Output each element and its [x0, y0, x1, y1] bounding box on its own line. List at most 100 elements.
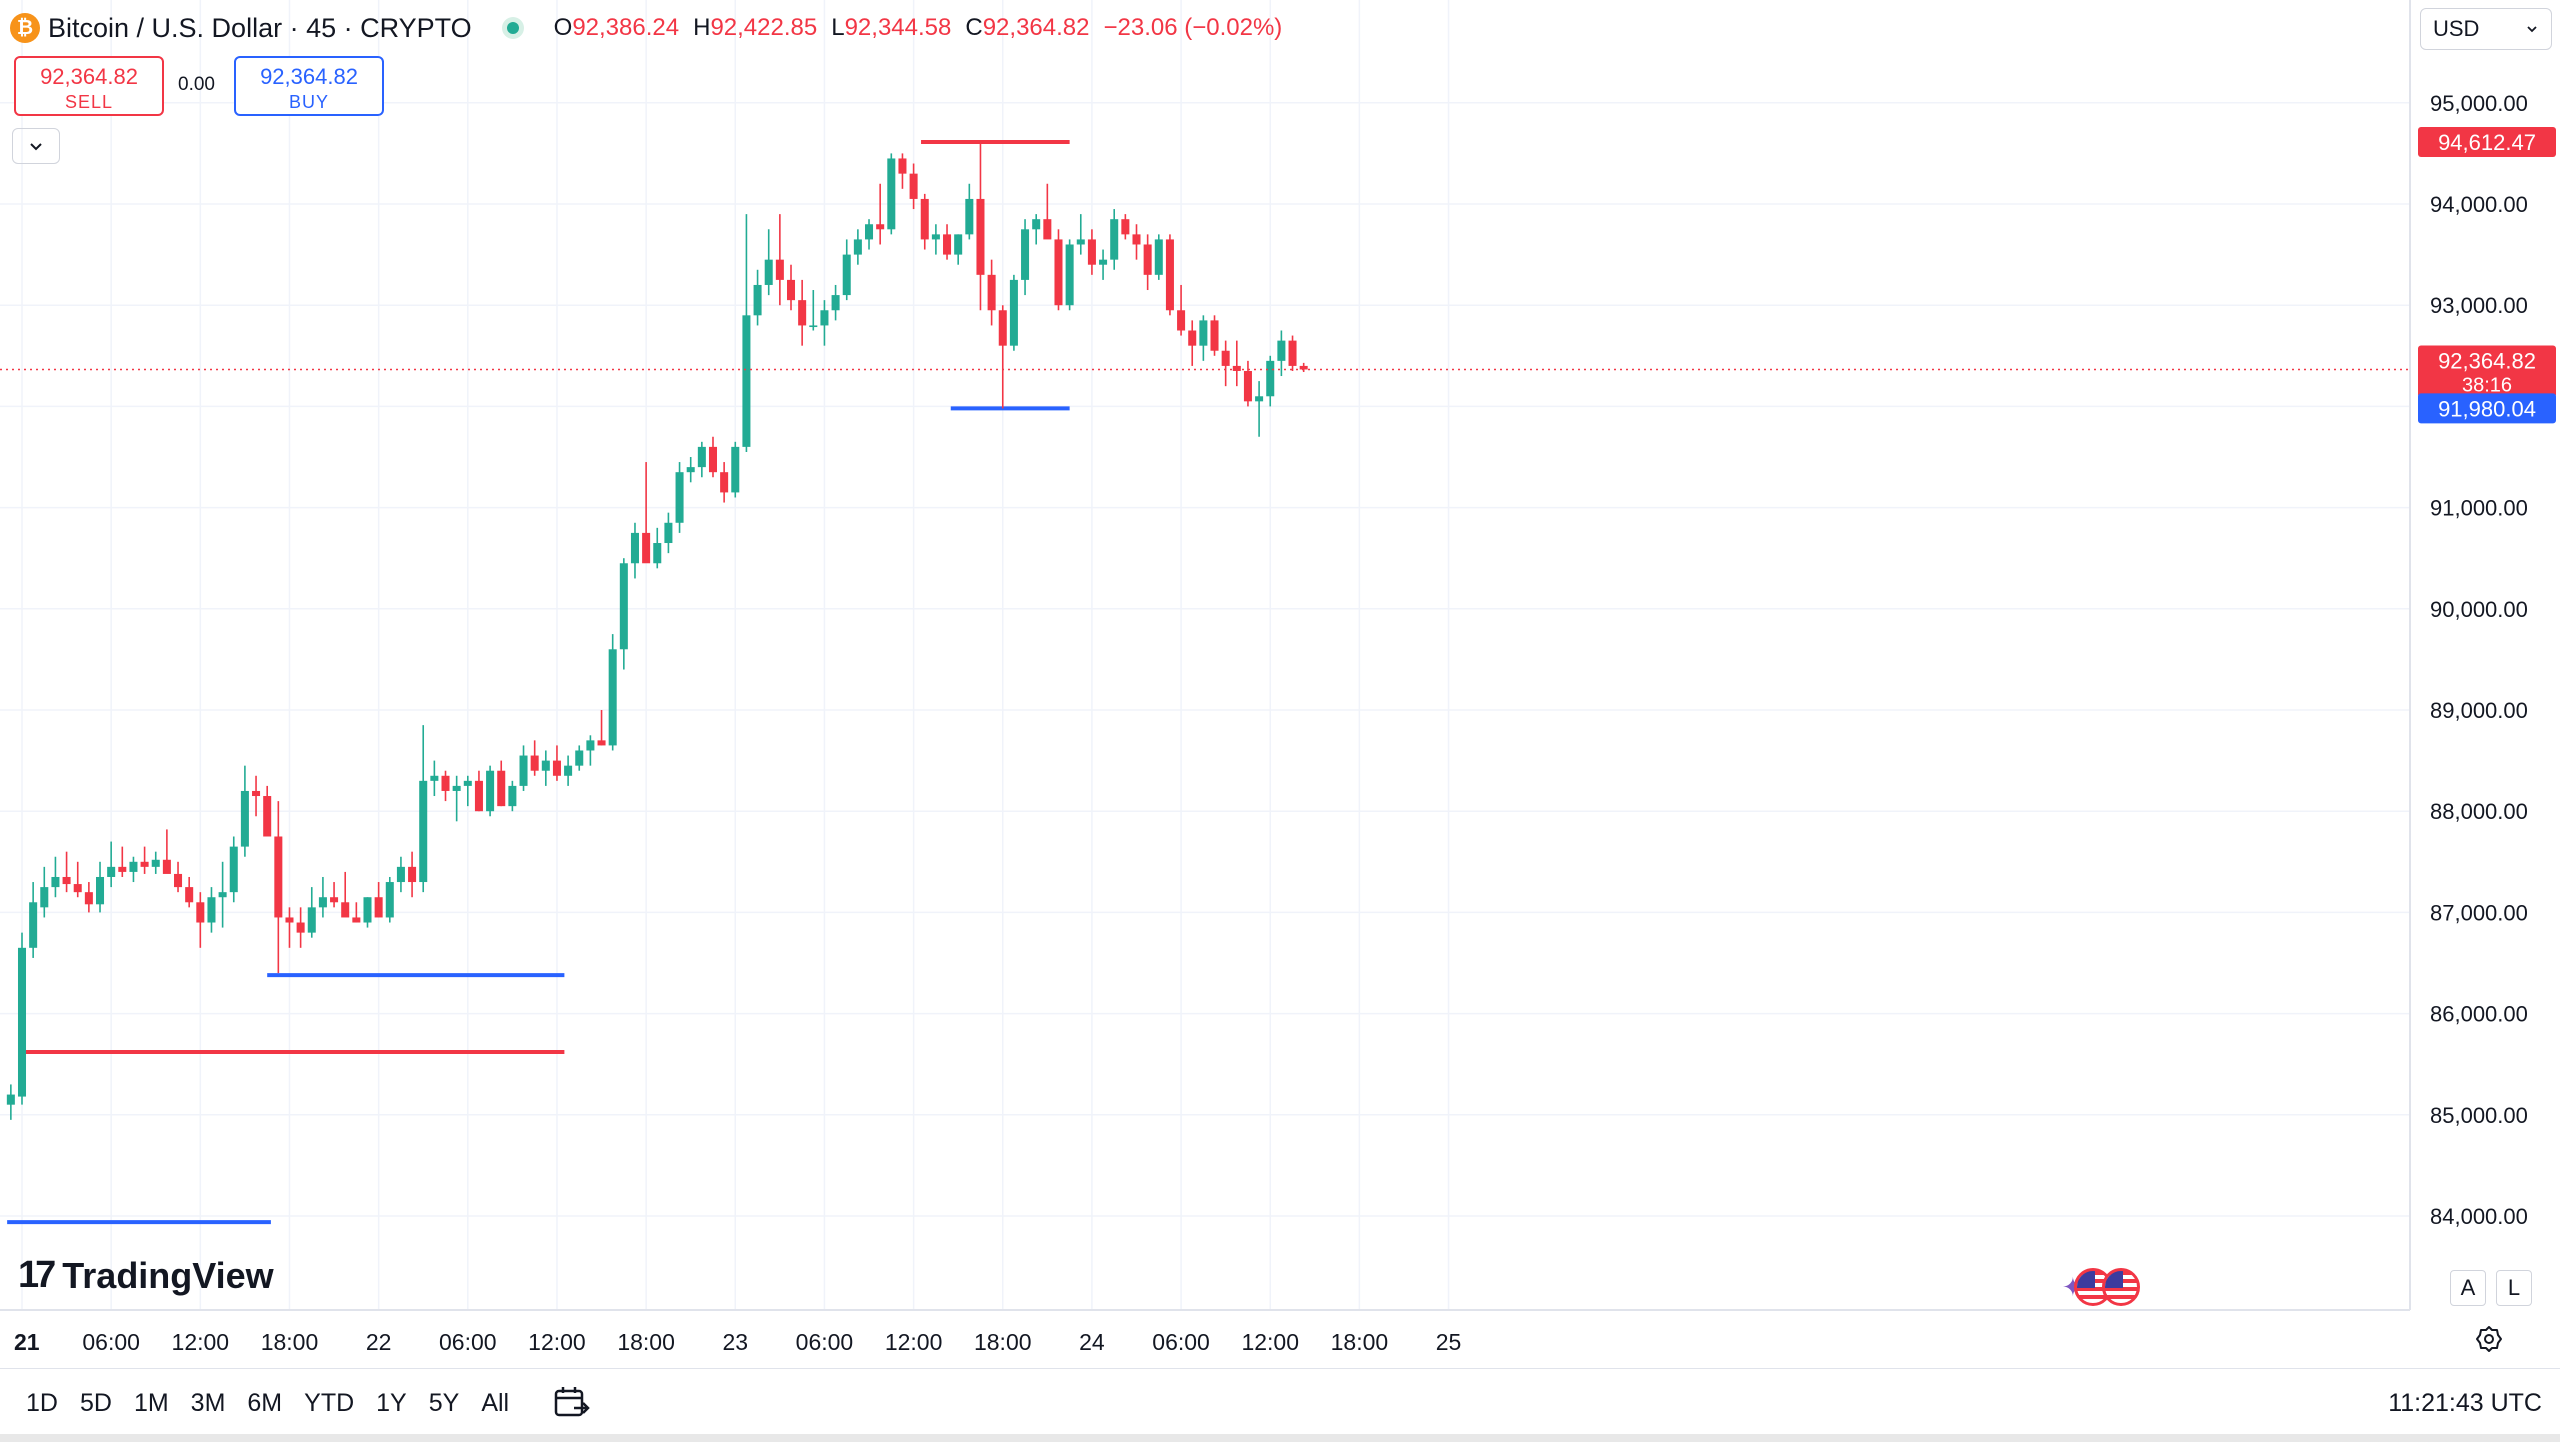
candle[interactable] — [218, 861, 227, 928]
candle[interactable] — [1087, 229, 1096, 275]
utc-clock[interactable]: 11:21:43 UTC — [2388, 1389, 2542, 1417]
candle[interactable] — [653, 527, 662, 569]
market-status-icon[interactable] — [501, 17, 524, 39]
candle[interactable] — [775, 214, 784, 306]
candle[interactable] — [675, 462, 684, 533]
candle[interactable] — [1154, 234, 1163, 280]
auto-scale-button[interactable]: A — [2450, 1270, 2486, 1306]
candle[interactable] — [931, 224, 940, 255]
log-scale-button[interactable]: L — [2496, 1270, 2532, 1306]
candle[interactable] — [619, 558, 628, 670]
candle[interactable] — [1243, 360, 1252, 407]
candle[interactable] — [1043, 183, 1052, 240]
range-1m-button[interactable]: 1M — [133, 1389, 169, 1417]
candle[interactable] — [1076, 214, 1085, 255]
range-3m-button[interactable]: 3M — [190, 1389, 226, 1417]
candle[interactable] — [720, 462, 729, 503]
candle[interactable] — [318, 876, 327, 918]
candle[interactable] — [552, 745, 561, 781]
candle[interactable] — [965, 183, 974, 240]
tradingview-logo[interactable]: 17 TradingView — [18, 1254, 274, 1297]
candle[interactable] — [708, 436, 718, 478]
price-chart[interactable]: 84,000.00 85,000.00 86,000.00 87,000.00 88,0… — [0, 0, 2560, 1368]
candle[interactable] — [129, 856, 138, 883]
collapse-legend-button[interactable] — [12, 128, 60, 164]
candle[interactable] — [1009, 274, 1018, 351]
candle[interactable] — [976, 142, 985, 311]
candle[interactable] — [909, 163, 918, 210]
candle[interactable] — [463, 775, 472, 807]
candle[interactable] — [898, 153, 907, 189]
candle[interactable] — [831, 284, 840, 321]
candle[interactable] — [430, 760, 439, 797]
candle[interactable] — [597, 710, 606, 746]
candle[interactable] — [1199, 315, 1208, 361]
candle[interactable] — [876, 183, 885, 245]
candle[interactable] — [207, 887, 216, 933]
candle[interactable] — [419, 725, 428, 893]
candle[interactable] — [474, 770, 483, 812]
candle[interactable] — [664, 512, 673, 554]
candle[interactable] — [73, 861, 82, 898]
candle[interactable] — [185, 876, 194, 908]
range-6m-button[interactable]: 6M — [247, 1389, 283, 1417]
range-5d-button[interactable]: 5D — [79, 1389, 112, 1417]
candle[interactable] — [753, 269, 762, 326]
candle[interactable] — [1121, 214, 1130, 240]
buy-button[interactable]: 92,364.82 BUY — [234, 56, 384, 116]
candle[interactable] — [575, 745, 584, 771]
candle[interactable] — [84, 882, 93, 913]
candle[interactable] — [608, 634, 617, 751]
candle[interactable] — [374, 882, 383, 918]
candle[interactable] — [452, 775, 461, 822]
candle[interactable] — [385, 876, 394, 923]
candle[interactable] — [865, 219, 874, 250]
candle[interactable] — [6, 1084, 15, 1120]
candle[interactable] — [174, 861, 183, 893]
candle[interactable] — [486, 765, 495, 817]
range-1d-button[interactable]: 1D — [26, 1389, 58, 1417]
candle[interactable] — [285, 907, 294, 948]
candle[interactable] — [686, 457, 695, 483]
candle[interactable] — [809, 290, 818, 331]
candle[interactable] — [252, 775, 261, 817]
candle[interactable] — [642, 462, 651, 564]
candle[interactable] — [352, 902, 361, 923]
candle[interactable] — [441, 770, 450, 802]
candle[interactable] — [564, 755, 573, 786]
candle[interactable] — [1132, 224, 1141, 260]
candle[interactable] — [1143, 234, 1152, 291]
candle[interactable] — [842, 239, 851, 301]
candle[interactable] — [497, 760, 506, 807]
candle[interactable] — [731, 441, 740, 498]
range-5y-button[interactable]: 5Y — [428, 1389, 460, 1417]
candle[interactable] — [1221, 340, 1230, 387]
time-axis[interactable]: 21 06:00 12:00 18:00 22 06:00 12:00 18:00 23 06:0… — [14, 1329, 1461, 1355]
candle[interactable] — [263, 785, 272, 837]
candle[interactable] — [17, 932, 27, 1105]
go-to-date-icon[interactable] — [552, 1383, 592, 1423]
candle[interactable] — [196, 892, 205, 948]
candle[interactable] — [1277, 330, 1286, 377]
candle[interactable] — [1065, 239, 1074, 311]
candle[interactable] — [274, 801, 283, 974]
candle[interactable] — [508, 780, 517, 812]
range-1y-button[interactable]: 1Y — [376, 1389, 407, 1417]
sell-button[interactable]: 92,364.82 SELL — [14, 56, 164, 116]
candle[interactable] — [853, 229, 862, 265]
currency-select[interactable]: USD — [2420, 8, 2552, 50]
candle[interactable] — [1110, 209, 1119, 270]
price-axis[interactable]: 84,000.00 85,000.00 86,000.00 87,000.00 88,0… — [2430, 91, 2528, 1229]
range-ytd-button[interactable]: YTD — [304, 1389, 355, 1417]
candle[interactable] — [307, 887, 316, 938]
candle[interactable] — [630, 522, 639, 579]
candle[interactable] — [820, 300, 829, 346]
candle[interactable] — [1021, 219, 1030, 296]
candle[interactable] — [1210, 315, 1219, 356]
candle[interactable] — [998, 305, 1007, 409]
candle[interactable] — [920, 193, 929, 250]
candle[interactable] — [408, 851, 417, 898]
candle[interactable] — [697, 441, 706, 478]
candle[interactable] — [1032, 214, 1041, 245]
candle[interactable] — [341, 871, 350, 918]
